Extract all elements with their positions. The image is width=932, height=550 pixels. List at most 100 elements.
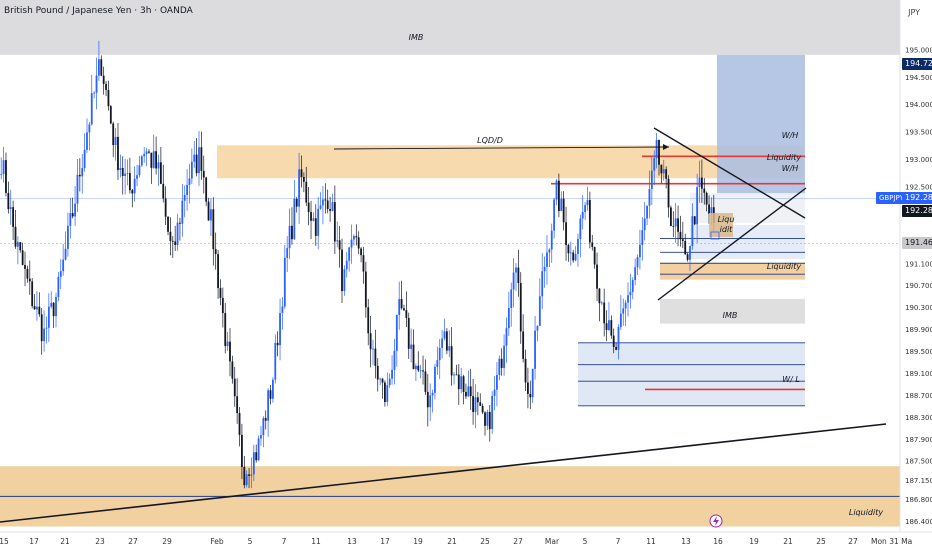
candle-body — [338, 240, 341, 250]
candle — [527, 367, 529, 409]
candle — [386, 372, 389, 407]
candle-body — [167, 216, 169, 232]
candle — [496, 361, 498, 407]
price-tick-label: 186.400 — [905, 518, 932, 526]
candle-body — [16, 242, 19, 247]
candle — [26, 265, 29, 283]
candle-body — [331, 202, 334, 211]
candle-body — [255, 452, 258, 461]
candle — [0, 157, 3, 180]
price-tick-label: 187.500 — [905, 458, 932, 466]
candle-body — [584, 205, 587, 213]
price-tick-label: 194.500 — [905, 74, 932, 82]
candle — [162, 164, 165, 203]
candle-body — [610, 320, 613, 336]
price-tick-label: 191.100 — [905, 260, 932, 268]
candle-body — [155, 151, 158, 169]
candle-body — [422, 370, 424, 372]
candle-body — [639, 244, 641, 258]
candle-body — [498, 358, 501, 376]
time-tick-label: 19 — [749, 537, 759, 546]
candle — [536, 325, 539, 342]
candle-body — [322, 199, 324, 206]
candle-body — [407, 317, 410, 349]
candle-body — [219, 288, 222, 298]
candle — [484, 411, 486, 436]
candle — [47, 293, 50, 342]
bid-price-badge: 192.280 — [902, 204, 932, 217]
candle — [372, 339, 374, 366]
candle-body — [384, 382, 386, 402]
candle-body — [605, 323, 608, 330]
candle — [271, 377, 274, 403]
crosshair-price-badge: 191.465 — [902, 237, 932, 250]
candle — [434, 363, 436, 400]
wl-label: W/ L — [782, 375, 800, 384]
candle-body — [28, 278, 31, 282]
candle — [241, 423, 243, 480]
candle-body — [276, 342, 279, 346]
candle — [112, 121, 115, 158]
candle-body — [238, 413, 241, 435]
candle-body — [353, 236, 355, 240]
candle-body — [546, 252, 548, 267]
candle — [305, 166, 308, 207]
candle — [617, 324, 620, 360]
candle-body — [588, 200, 591, 243]
candle-body — [462, 376, 465, 393]
time-tick-label: 13 — [347, 537, 357, 546]
candle-body — [419, 370, 422, 372]
lightning-icon[interactable] — [709, 514, 723, 528]
candle-body — [64, 248, 67, 260]
candle — [655, 133, 658, 169]
candle-body — [574, 253, 577, 261]
candle — [195, 138, 198, 177]
price-tick-label: 190.300 — [905, 304, 932, 312]
candle-body — [226, 341, 229, 347]
candle — [312, 212, 315, 222]
candle-body — [648, 189, 651, 206]
candle — [548, 248, 551, 268]
candle — [405, 291, 408, 328]
candle — [360, 247, 362, 263]
candle — [98, 40, 100, 81]
time-tick-label: 16 — [713, 537, 723, 546]
candle-body — [221, 297, 224, 314]
candle — [133, 166, 136, 202]
candle-body — [577, 238, 579, 254]
candle-body — [515, 267, 517, 273]
candle — [124, 158, 127, 195]
time-tick-label: 17 — [29, 537, 39, 546]
candle — [159, 147, 162, 185]
candle-body — [491, 395, 494, 430]
candle-body — [124, 173, 127, 176]
candle — [369, 316, 372, 368]
marker-square — [710, 231, 720, 240]
candle — [276, 331, 279, 357]
candle — [19, 242, 22, 253]
liqu-tag-box — [709, 213, 733, 237]
candle-body — [283, 257, 286, 307]
candle — [670, 205, 672, 227]
time-axis[interactable]: 15 17 21 23 27 29 Feb 5 7 11 13 17 19 21 25 27 Mar 5 7 11 13… — [0, 537, 912, 546]
candle — [221, 287, 224, 328]
candle — [417, 351, 420, 373]
candle-body — [319, 205, 322, 209]
lqd-arrow-head — [663, 144, 669, 150]
candle-body — [121, 167, 124, 176]
candle — [86, 118, 88, 153]
candle — [233, 366, 236, 407]
candle — [553, 197, 556, 239]
symbol-badge[interactable]: GBPJPY — [876, 192, 907, 205]
candle — [267, 388, 270, 437]
candle — [38, 292, 41, 317]
candle — [374, 329, 377, 379]
candle-body — [634, 267, 637, 281]
candle-body — [708, 204, 710, 214]
candle — [448, 330, 451, 358]
candle — [422, 355, 424, 385]
candle — [350, 224, 353, 264]
candle-body — [288, 225, 291, 249]
candle-body — [86, 132, 88, 150]
